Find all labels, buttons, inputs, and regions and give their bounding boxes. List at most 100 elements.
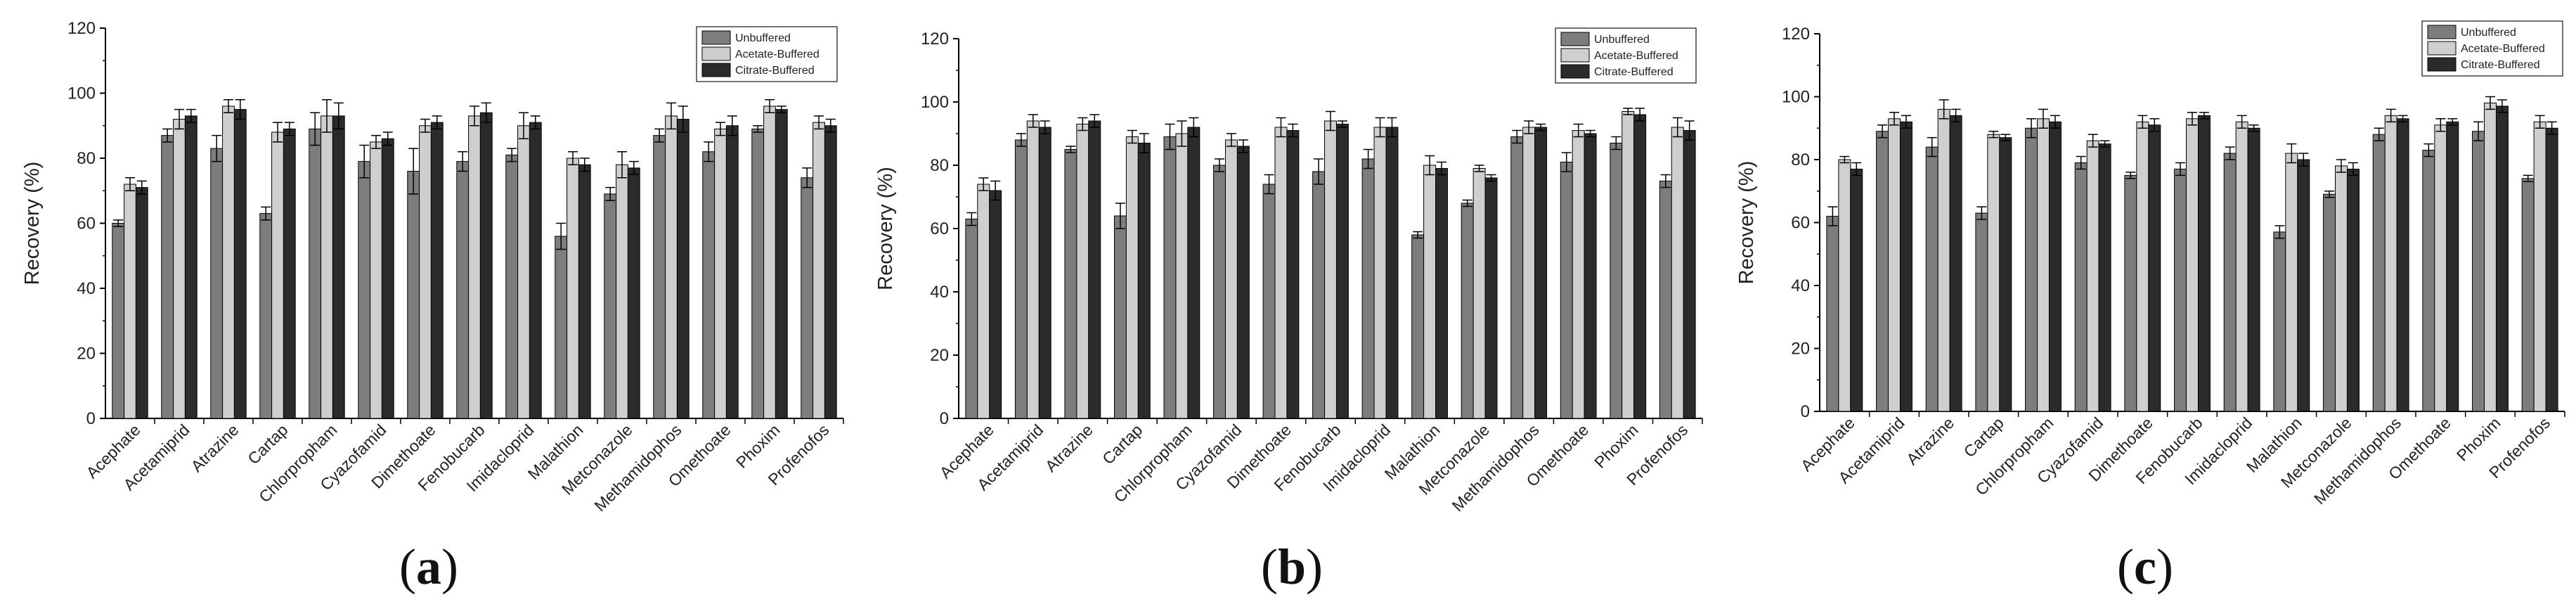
bar bbox=[1064, 149, 1077, 419]
bar bbox=[1622, 111, 1635, 419]
y-tick-label: 120 bbox=[921, 30, 949, 49]
bar bbox=[332, 115, 345, 419]
bar bbox=[1838, 159, 1851, 412]
bar bbox=[801, 177, 814, 419]
y-tick-label: 40 bbox=[930, 283, 949, 302]
bar bbox=[1088, 120, 1101, 419]
bar bbox=[2484, 102, 2497, 412]
bar bbox=[824, 125, 837, 419]
bar bbox=[751, 128, 765, 419]
label-letter: b bbox=[1277, 539, 1307, 595]
bar bbox=[702, 151, 716, 419]
label-close: ) bbox=[441, 539, 458, 595]
y-axis-label: Recovery (%) bbox=[874, 167, 897, 290]
y-tick-label: 100 bbox=[67, 84, 96, 103]
legend-swatch bbox=[701, 46, 731, 61]
bar bbox=[1659, 181, 1672, 419]
bar bbox=[1671, 127, 1684, 419]
bar bbox=[233, 109, 247, 419]
bar bbox=[517, 125, 530, 419]
bar bbox=[2235, 121, 2248, 412]
bar bbox=[714, 128, 727, 419]
bar bbox=[1522, 127, 1536, 419]
bar bbox=[1925, 146, 1939, 412]
bar bbox=[1236, 146, 1250, 419]
bar bbox=[813, 122, 825, 419]
y-tick-label: 80 bbox=[1791, 150, 1810, 169]
bar bbox=[1510, 136, 1524, 419]
bar bbox=[2273, 231, 2286, 412]
bar bbox=[1850, 168, 1863, 412]
bar bbox=[2197, 115, 2211, 412]
bar bbox=[2174, 168, 2187, 412]
bar bbox=[407, 171, 420, 419]
bar bbox=[161, 135, 174, 419]
bar bbox=[1633, 114, 1647, 419]
y-tick-label: 20 bbox=[77, 345, 96, 364]
bar bbox=[419, 125, 432, 419]
bar bbox=[676, 119, 690, 419]
y-tick-label: 80 bbox=[77, 149, 96, 168]
chart-panel-c: 0 20 40 60 80 100 120 Recovery (%) Acephate Aceta… bbox=[1718, 0, 2576, 616]
bar bbox=[653, 135, 666, 419]
x-tick-label: Atrazine bbox=[187, 421, 242, 475]
y-tick-label: 0 bbox=[86, 409, 96, 428]
chart-panel-b: 0 20 40 60 80 100 120 Recovery (%) Acephate Aceta… bbox=[859, 0, 1718, 616]
bar bbox=[1014, 139, 1028, 419]
label-open: ( bbox=[1260, 539, 1278, 595]
bar bbox=[112, 223, 125, 419]
bar bbox=[1324, 120, 1337, 419]
bar bbox=[1572, 130, 1585, 419]
y-tick-label: 80 bbox=[930, 156, 949, 175]
bar bbox=[430, 122, 444, 419]
bar bbox=[283, 128, 296, 419]
bar bbox=[381, 138, 394, 419]
bar bbox=[1175, 133, 1189, 419]
bar bbox=[210, 148, 224, 419]
bar bbox=[725, 125, 739, 419]
bar bbox=[1999, 137, 2012, 412]
bar bbox=[456, 161, 470, 419]
y-tick-label: 60 bbox=[77, 214, 96, 233]
legend-entry: Citrate-Buffered bbox=[2461, 59, 2540, 71]
legend: Unbuffered Acetate-Buffered Citrate-Buffer… bbox=[696, 26, 838, 82]
y-tick-label: 60 bbox=[930, 219, 949, 238]
bar bbox=[2098, 143, 2111, 412]
bar bbox=[763, 105, 776, 419]
bar bbox=[1484, 177, 1498, 419]
bar bbox=[1187, 127, 1200, 419]
bar bbox=[1560, 162, 1573, 419]
legend-entry: Unbuffered bbox=[1594, 34, 1650, 46]
bar bbox=[616, 164, 628, 419]
bar bbox=[1899, 121, 1912, 412]
bar bbox=[1026, 120, 1040, 419]
bar bbox=[1076, 124, 1089, 419]
bar bbox=[965, 219, 978, 419]
x-tick-label: Methamidophos bbox=[590, 421, 685, 515]
label-open: ( bbox=[2117, 539, 2135, 595]
bar bbox=[2025, 127, 2038, 412]
bar bbox=[2037, 118, 2050, 412]
bar bbox=[124, 184, 136, 419]
bar bbox=[1125, 136, 1139, 419]
bar bbox=[2048, 121, 2062, 412]
bar bbox=[1163, 136, 1177, 419]
bar bbox=[1975, 212, 1988, 412]
panel-label-b: (b) bbox=[1222, 538, 1362, 596]
bar bbox=[2472, 131, 2485, 412]
bar bbox=[1224, 139, 1238, 419]
bar bbox=[1937, 108, 1950, 412]
legend-entry: Acetate-Buffered bbox=[735, 49, 820, 60]
bar bbox=[1949, 115, 1962, 412]
bar bbox=[1534, 127, 1548, 419]
bar bbox=[1423, 165, 1437, 419]
legend-entry: Unbuffered bbox=[735, 32, 791, 44]
bar bbox=[2148, 124, 2161, 412]
legend-entry: Acetate-Buffered bbox=[1594, 50, 1678, 62]
legend-entry: Unbuffered bbox=[2461, 27, 2516, 39]
bar bbox=[775, 109, 788, 419]
legend-swatch bbox=[701, 63, 731, 77]
bar bbox=[1113, 215, 1127, 419]
legend-swatch bbox=[2427, 41, 2457, 56]
bar bbox=[1876, 131, 1889, 412]
